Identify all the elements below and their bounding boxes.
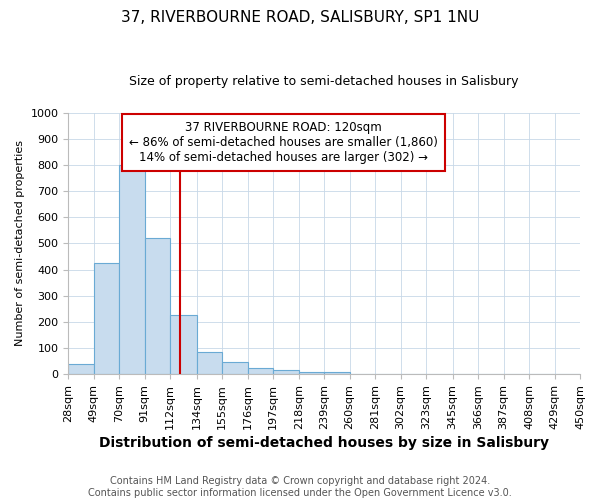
X-axis label: Distribution of semi-detached houses by size in Salisbury: Distribution of semi-detached houses by … <box>99 436 549 450</box>
Bar <box>119 165 145 374</box>
Text: 37, RIVERBOURNE ROAD, SALISBURY, SP1 1NU: 37, RIVERBOURNE ROAD, SALISBURY, SP1 1NU <box>121 10 479 25</box>
Bar <box>94 263 119 374</box>
Bar <box>324 372 350 374</box>
Bar <box>170 316 197 374</box>
Bar <box>273 370 299 374</box>
Text: 37 RIVERBOURNE ROAD: 120sqm
← 86% of semi-detached houses are smaller (1,860)
14: 37 RIVERBOURNE ROAD: 120sqm ← 86% of sem… <box>129 120 437 164</box>
Bar <box>145 238 170 374</box>
Bar <box>222 362 248 374</box>
Bar <box>197 352 222 374</box>
Bar <box>68 364 94 374</box>
Bar <box>299 372 324 374</box>
Y-axis label: Number of semi-detached properties: Number of semi-detached properties <box>15 140 25 346</box>
Title: Size of property relative to semi-detached houses in Salisbury: Size of property relative to semi-detach… <box>130 75 519 88</box>
Text: Contains HM Land Registry data © Crown copyright and database right 2024.
Contai: Contains HM Land Registry data © Crown c… <box>88 476 512 498</box>
Bar <box>248 368 273 374</box>
